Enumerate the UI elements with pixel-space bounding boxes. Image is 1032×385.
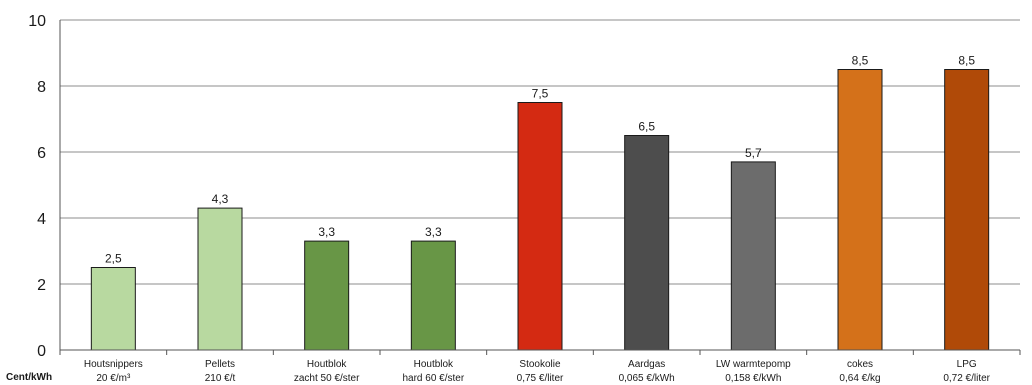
- x-tick-label: Stookolie: [519, 359, 561, 370]
- x-tick-sublabel: 0,72 €/liter: [943, 373, 990, 384]
- x-tick-label: LPG: [957, 359, 977, 370]
- data-label: 7,5: [532, 87, 549, 101]
- x-tick-sublabel: 0,75 €/liter: [517, 373, 564, 384]
- x-tick-label: Houtsnippers: [84, 359, 143, 370]
- bar: [944, 69, 990, 351]
- x-tick-label: Houtblok: [414, 359, 454, 370]
- bar: [197, 207, 243, 351]
- bar: [90, 267, 136, 351]
- x-tick-sublabel: 0,64 €/kg: [839, 373, 880, 384]
- data-label: 3,3: [318, 225, 335, 239]
- data-label: 6,5: [638, 120, 655, 134]
- data-label: 5,7: [745, 146, 762, 160]
- y-tick-label: 4: [37, 211, 46, 228]
- data-label: 8,5: [852, 54, 869, 68]
- x-tick-label: LW warmtepomp: [716, 359, 791, 370]
- data-label: 8,5: [958, 54, 975, 68]
- bar: [730, 161, 776, 351]
- y-tick-label: 10: [28, 13, 46, 30]
- x-tick-sublabel: zacht 50 €/ster: [294, 373, 360, 384]
- bar: [517, 102, 563, 351]
- bar: [837, 69, 883, 351]
- y-tick-label: 0: [37, 343, 46, 360]
- x-tick-sublabel: 0,065 €/kWh: [619, 373, 675, 384]
- x-tick-sublabel: 0,158 €/kWh: [725, 373, 781, 384]
- x-tick-sublabel: 20 €/m³: [96, 373, 131, 384]
- y-tick-label: 8: [37, 79, 46, 96]
- bar: [304, 240, 350, 351]
- bar: [410, 240, 456, 351]
- unit-label: Cent/kWh: [6, 372, 53, 383]
- x-tick-label: Pellets: [205, 359, 235, 370]
- data-label: 2,5: [105, 252, 122, 266]
- x-tick-label: cokes: [847, 359, 873, 370]
- data-label: 4,3: [212, 192, 229, 206]
- y-tick-label: 6: [37, 145, 46, 162]
- x-tick-label: Aardgas: [628, 359, 665, 370]
- bar: [624, 135, 670, 351]
- x-tick-sublabel: 210 €/t: [205, 373, 236, 384]
- y-tick-label: 2: [37, 277, 46, 294]
- data-label: 3,3: [425, 225, 442, 239]
- x-tick-label: Houtblok: [307, 359, 347, 370]
- x-tick-sublabel: hard 60 €/ster: [402, 373, 464, 384]
